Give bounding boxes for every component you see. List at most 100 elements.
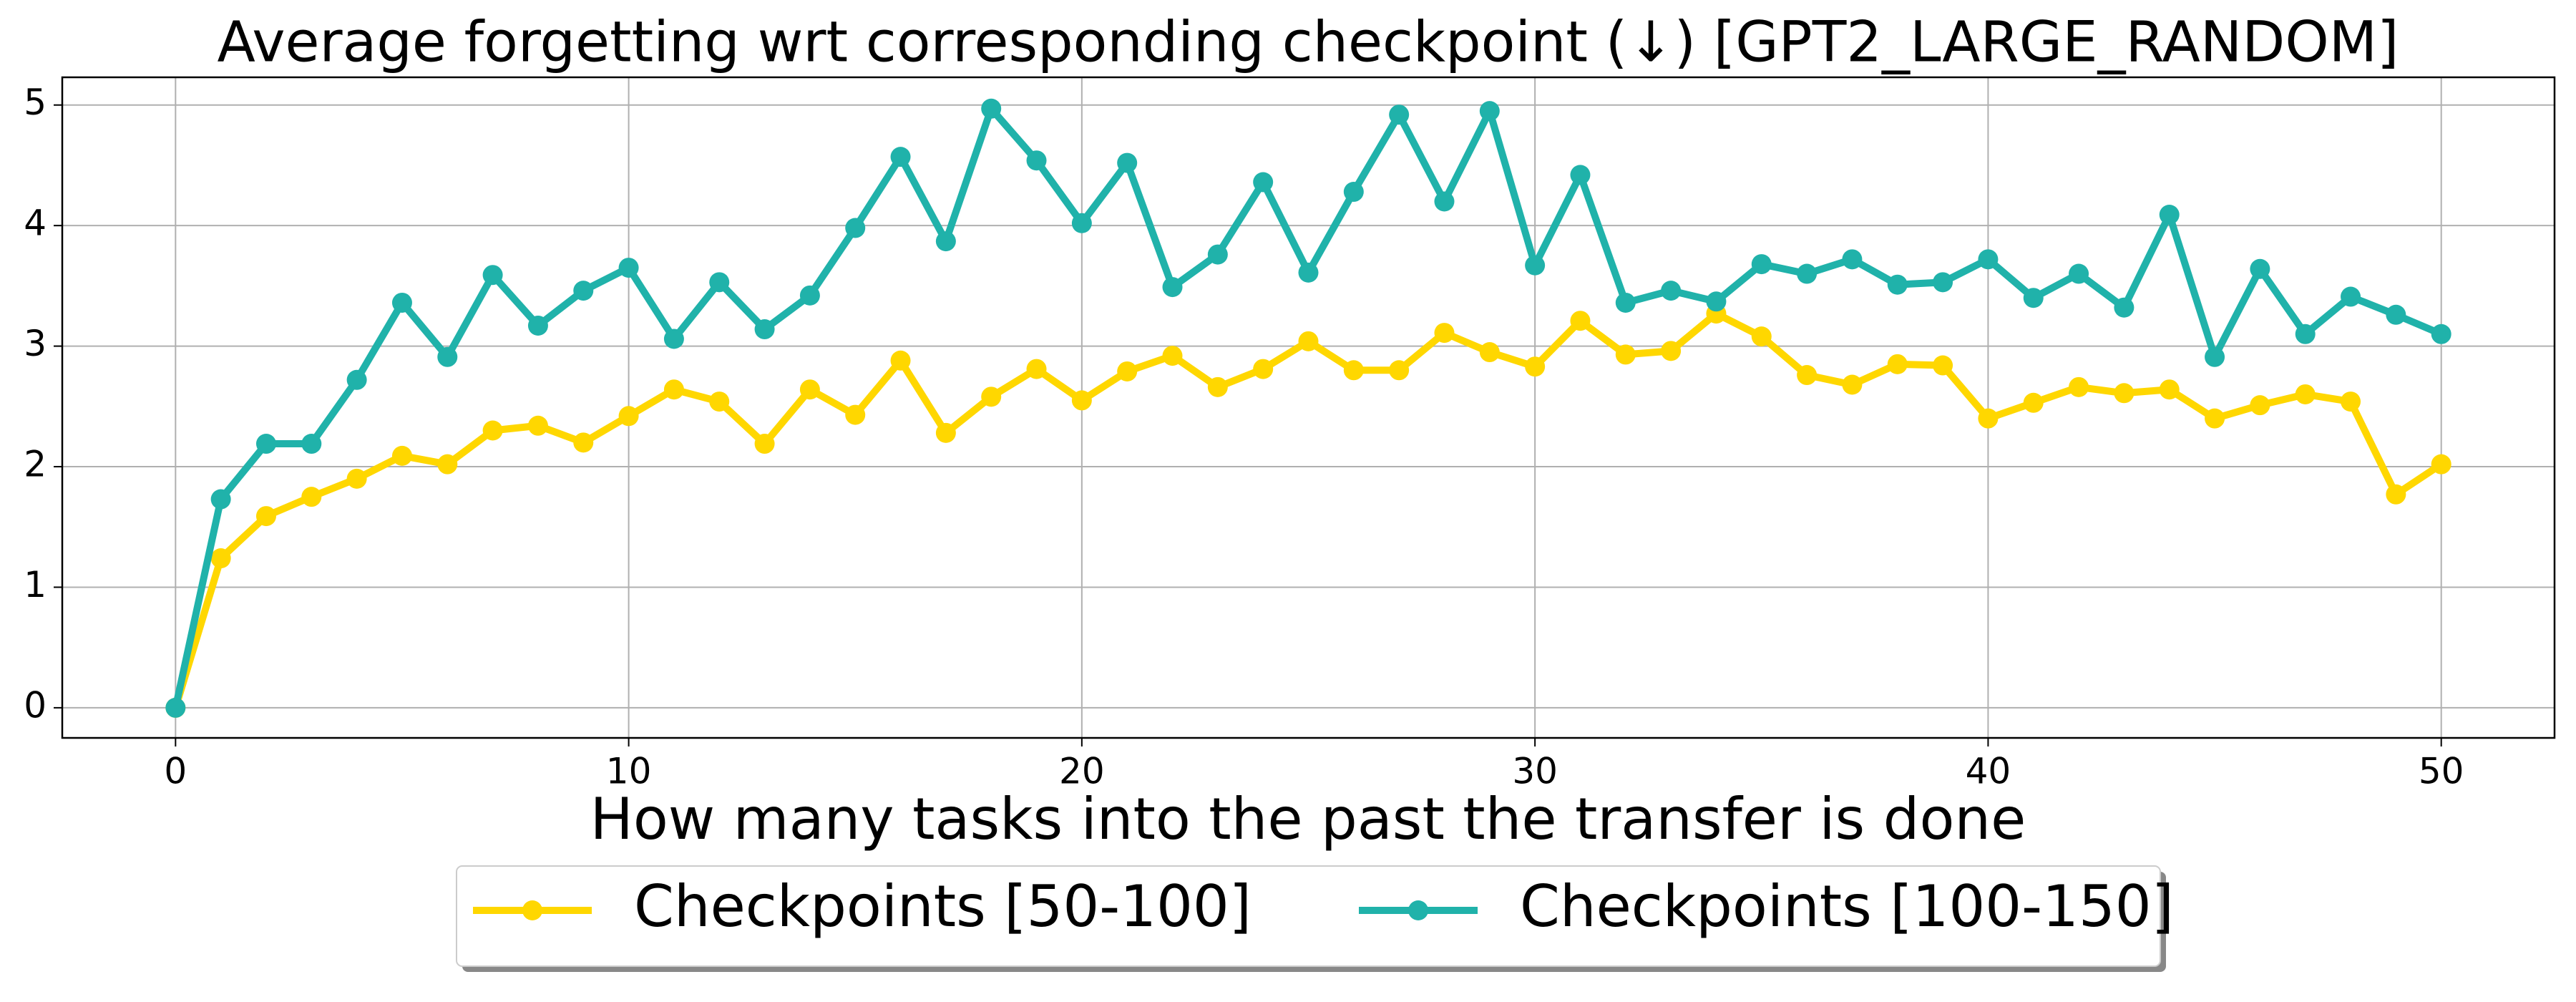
data-point — [935, 231, 956, 252]
data-point — [2341, 286, 2361, 307]
data-point — [1797, 365, 1818, 386]
data-point — [2295, 384, 2316, 404]
data-point — [1479, 101, 1500, 122]
series-line — [172, 104, 2443, 709]
data-point — [2250, 258, 2270, 279]
data-point — [1026, 359, 1047, 379]
data-point — [301, 434, 322, 454]
data-point — [2069, 263, 2089, 284]
data-point — [1117, 152, 1138, 173]
data-point — [1207, 244, 1228, 265]
legend-label: Checkpoints [100-150] — [1520, 873, 2174, 940]
data-point — [2205, 346, 2225, 367]
data-point — [981, 386, 1002, 407]
data-point — [1343, 360, 1364, 381]
data-point — [1842, 374, 1863, 395]
data-point — [255, 506, 276, 527]
data-point — [618, 406, 639, 427]
y-tick-label: 0 — [24, 684, 47, 726]
legend-label: Checkpoints [50-100] — [634, 873, 1252, 940]
legend-marker — [1408, 900, 1428, 920]
data-point — [437, 454, 458, 475]
x-tick-label: 20 — [1059, 751, 1105, 792]
data-point — [2114, 297, 2135, 318]
data-point — [935, 422, 956, 443]
data-point — [301, 487, 322, 507]
data-point — [1570, 311, 1591, 331]
data-point — [2386, 304, 2406, 325]
series-line — [172, 310, 2444, 709]
data-point — [1298, 262, 1319, 283]
data-point — [618, 258, 639, 278]
data-point — [2159, 379, 2180, 400]
data-point — [1389, 104, 1410, 125]
data-point — [1343, 182, 1364, 203]
data-point — [2386, 484, 2406, 505]
y-tick-label: 5 — [24, 82, 47, 123]
data-point — [709, 272, 730, 293]
data-point — [1615, 292, 1636, 313]
data-point — [709, 391, 730, 412]
data-point — [1479, 342, 1500, 363]
data-point — [1253, 359, 1274, 379]
data-point — [1978, 408, 1999, 429]
data-point — [573, 281, 594, 301]
data-point — [754, 434, 775, 454]
data-point — [663, 329, 684, 349]
data-point — [437, 346, 458, 367]
data-point — [890, 350, 911, 371]
data-point — [391, 445, 412, 466]
data-point — [1751, 326, 1772, 347]
data-point — [482, 420, 503, 441]
data-point — [346, 468, 367, 489]
data-point — [663, 379, 684, 400]
data-point — [1525, 255, 1546, 276]
data-point — [2341, 391, 2361, 412]
data-point — [1162, 346, 1183, 366]
data-point — [1434, 191, 1455, 212]
y-tick-label: 1 — [24, 564, 47, 605]
plot-frame — [61, 76, 2556, 739]
data-point — [754, 319, 775, 340]
data-point — [1162, 277, 1183, 298]
x-tick-label: 0 — [164, 751, 187, 792]
data-point — [1389, 360, 1410, 381]
data-point — [2023, 288, 2044, 308]
data-point — [391, 292, 412, 313]
data-point — [981, 98, 1002, 119]
data-point — [573, 432, 594, 453]
data-point — [2205, 408, 2225, 429]
data-point — [845, 218, 866, 238]
data-point — [1933, 355, 1953, 376]
data-point — [1751, 254, 1772, 275]
data-point — [1570, 165, 1591, 185]
data-point — [1525, 356, 1546, 377]
data-point — [2159, 205, 2180, 225]
x-tick-label: 10 — [606, 751, 652, 792]
x-tick-label: 40 — [1966, 751, 2011, 792]
x-tick-label: 30 — [1512, 751, 1558, 792]
data-point — [1887, 274, 1908, 295]
data-point — [527, 315, 548, 336]
data-point — [1797, 263, 1818, 284]
data-point — [1298, 331, 1319, 351]
data-point — [1071, 390, 1092, 411]
data-point — [799, 379, 820, 400]
y-tick-label: 3 — [24, 323, 47, 364]
data-point — [1117, 361, 1138, 381]
data-point — [1207, 376, 1228, 397]
data-point — [1887, 354, 1908, 374]
data-point — [2295, 324, 2316, 344]
data-point — [1978, 249, 1999, 270]
data-point — [2431, 454, 2451, 475]
data-point — [255, 434, 276, 454]
legend-box — [456, 865, 2161, 967]
data-point — [165, 697, 186, 718]
data-point — [799, 285, 820, 306]
data-point — [2431, 324, 2451, 344]
legend: Checkpoints [50-100] Checkpoints [100-150… — [456, 865, 2174, 972]
data-point — [346, 369, 367, 390]
data-point — [1071, 213, 1092, 233]
